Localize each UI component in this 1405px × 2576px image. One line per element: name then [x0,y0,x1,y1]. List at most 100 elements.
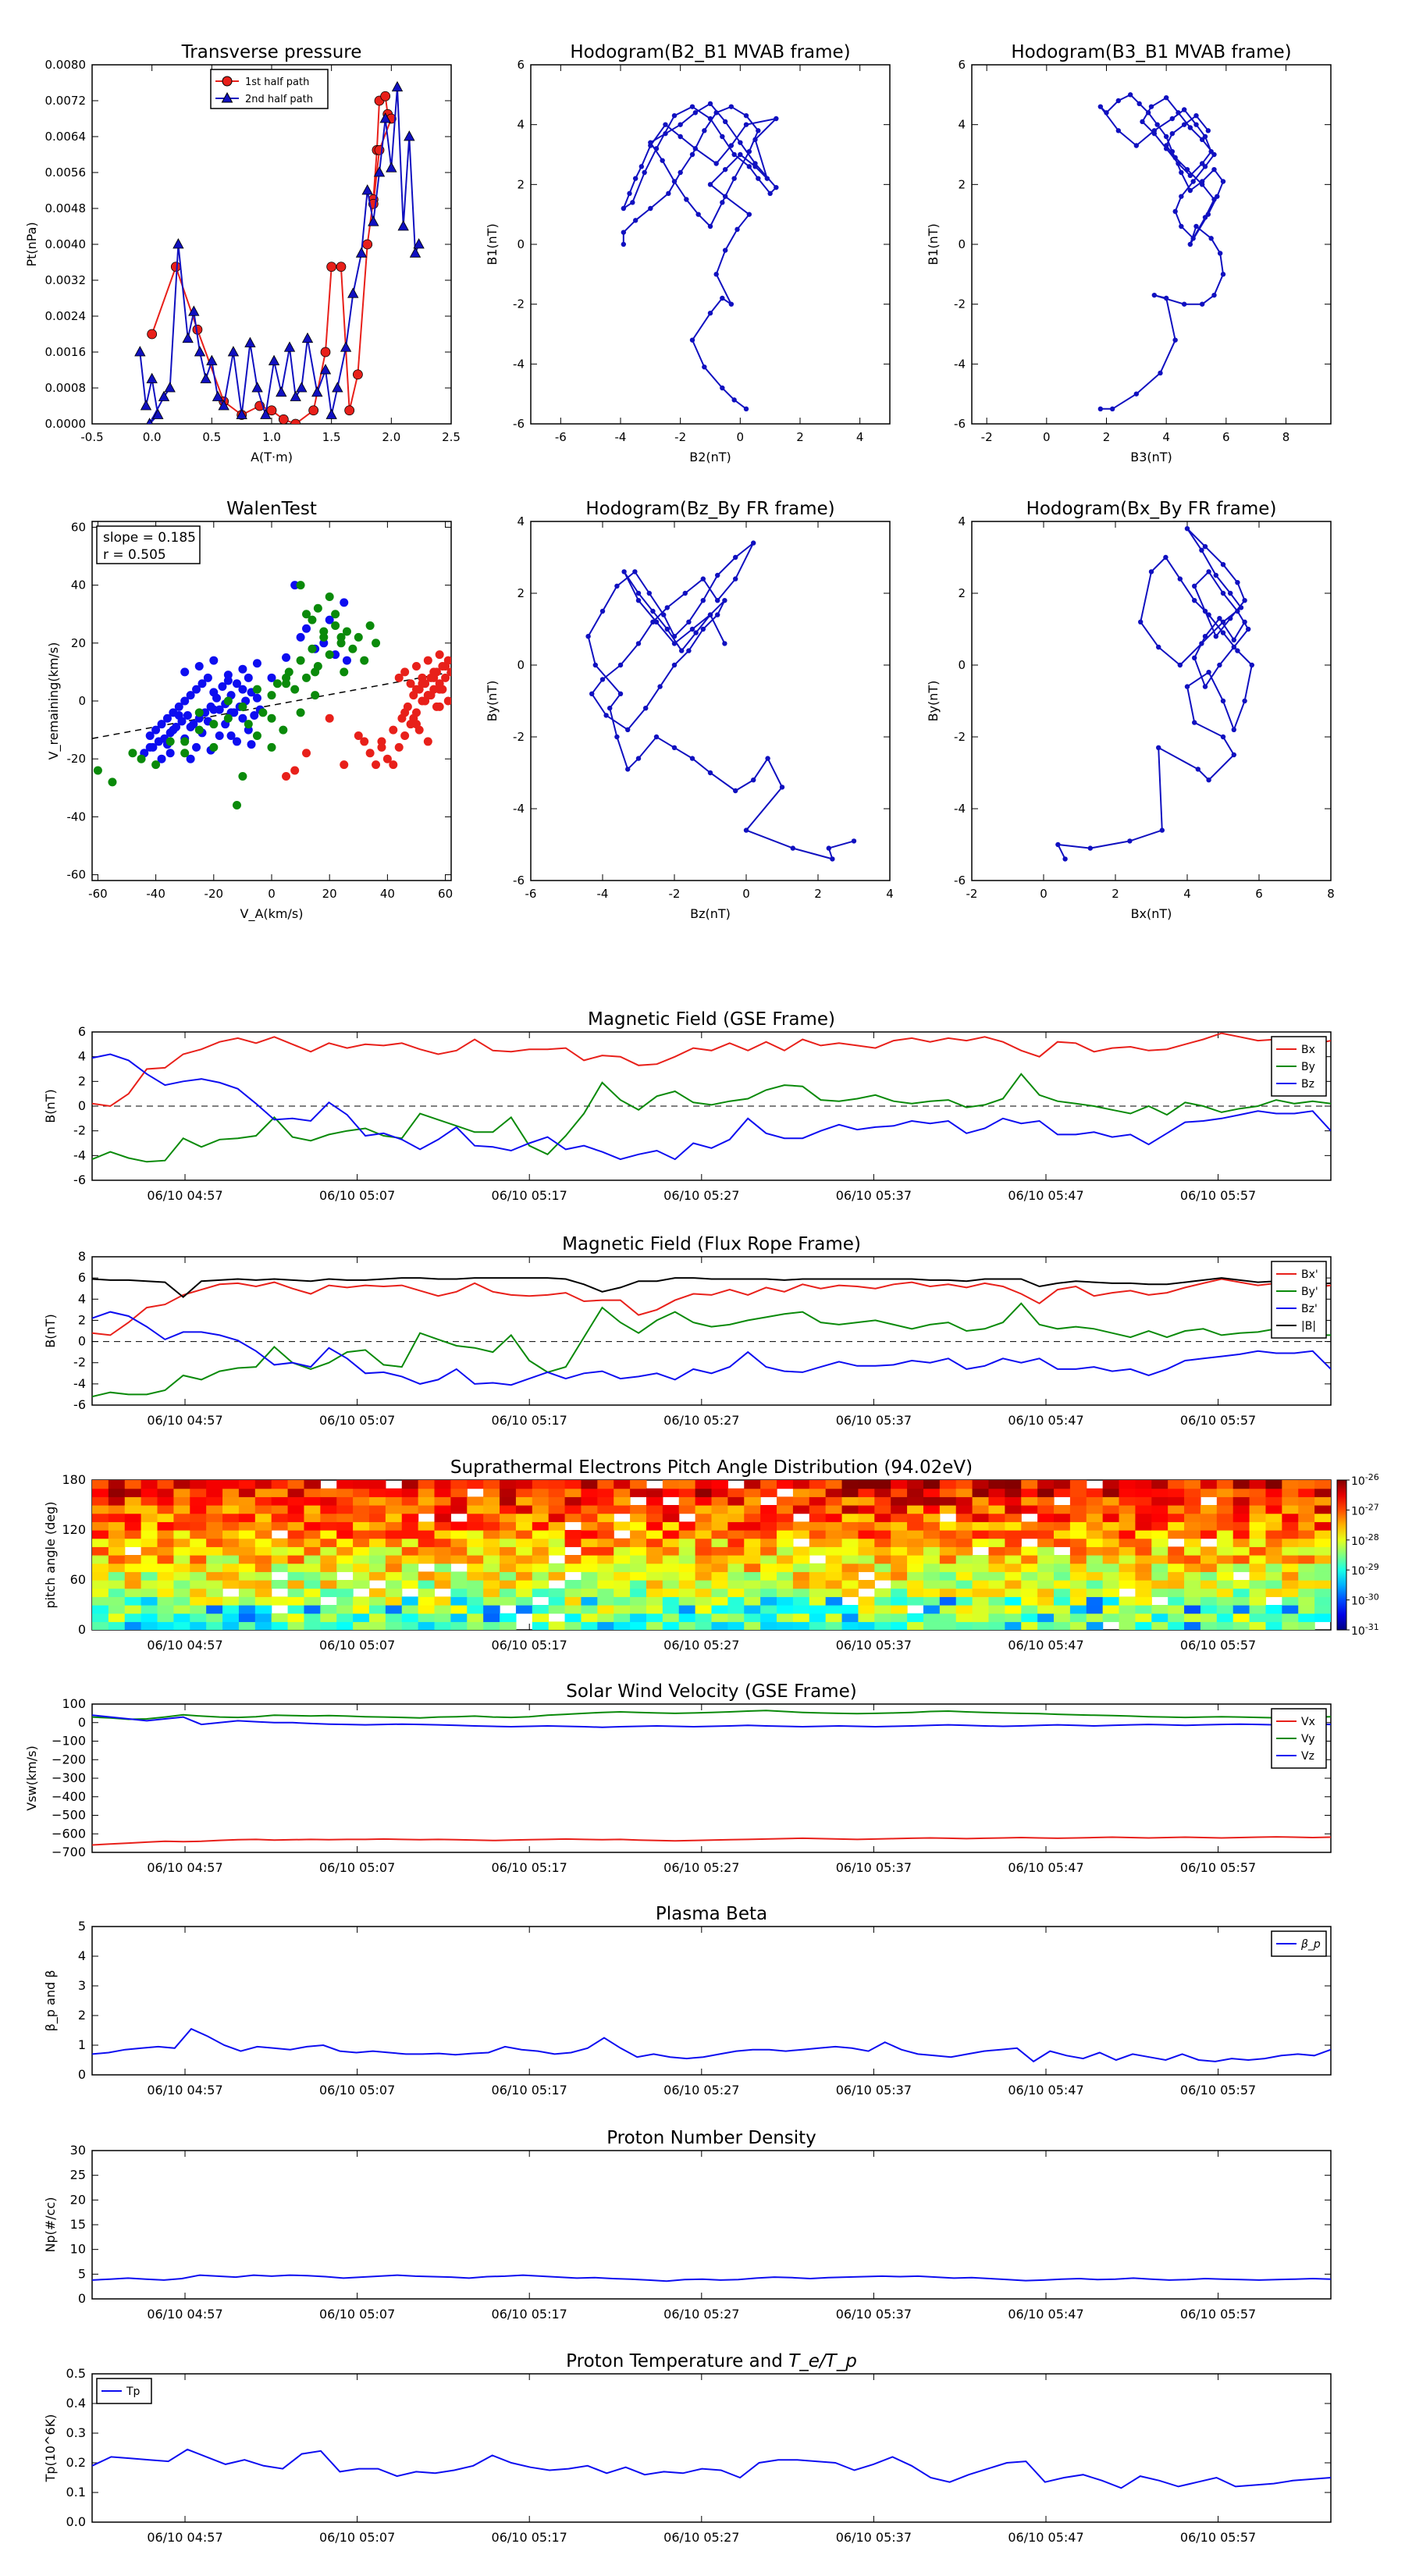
pad-cell [336,1530,354,1539]
pad-cell [581,1480,598,1489]
pad-cell [662,1521,680,1531]
pad-cell [336,1621,354,1630]
beta-xtick-label: 06/10 05:27 [663,2083,739,2097]
pad-cell [988,1505,1005,1514]
tp-point [404,130,415,141]
walen-point [429,673,439,682]
pad-cell [564,1605,582,1614]
pad-cell [646,1505,663,1514]
h2-point [1163,295,1169,301]
pad-cell [825,1530,843,1539]
h3-point [700,626,706,632]
pad-cell [1282,1563,1299,1572]
pad-cell [1216,1596,1234,1606]
pad-cell [891,1621,908,1630]
pad-cell [678,1605,696,1614]
pad-cell [1151,1580,1168,1589]
pad-cell [907,1505,924,1514]
pad-cell [1135,1580,1152,1589]
pad-cell [157,1513,175,1522]
pad-cell [418,1580,436,1589]
h3-point [751,540,756,546]
h2-point [1169,148,1176,155]
pad-cell [124,1621,142,1630]
pad-cell [222,1496,240,1506]
pad-cell [140,1613,158,1622]
pad-cell [907,1580,924,1589]
pad-cell [1249,1538,1267,1547]
walen-point [137,754,146,763]
h3-series-0-line [587,542,855,860]
beta-ylabel: β_p and β [43,1970,59,2032]
pad-cell [385,1580,403,1589]
h2-xlabel: B3(nT) [1130,450,1172,464]
pad-cell [809,1530,827,1539]
pad-cell [711,1571,728,1581]
tp-xtick-label: 2.5 [442,430,461,444]
pad-cell [1151,1588,1168,1597]
pad-cell [124,1605,142,1614]
pad-cell [483,1521,500,1531]
pad-cell [418,1588,436,1597]
pad-cell [304,1521,321,1531]
beta-ytick-label: 0 [78,2067,86,2082]
pad-cell [760,1563,777,1572]
h2-xtick-label: 6 [1222,430,1230,444]
pad-cell [874,1521,891,1531]
pad-cell [500,1621,517,1630]
pad-cell [744,1538,761,1547]
pad-cell [630,1530,647,1539]
pad-cell [157,1605,175,1614]
tp-point [380,91,391,101]
tpp-ytick-label: 0.1 [66,2485,86,2500]
h4-ytick-label: 0 [958,658,966,672]
pad-cell [1086,1596,1104,1606]
pad-cell [532,1538,550,1547]
pad-cell [1037,1538,1055,1547]
pad-cell [939,1605,957,1614]
h2-title: Hodogram(B3_B1 MVAB frame) [1011,42,1291,62]
h1-point [746,148,752,155]
pad-cell [744,1496,761,1506]
h3-ylabel: By(nT) [485,681,500,722]
pad-cell [955,1521,973,1531]
pad-cell [891,1605,908,1614]
pad-cell [287,1613,305,1622]
pad-cell [597,1571,614,1581]
pad-cell [1119,1505,1136,1514]
pad-cell [515,1588,533,1597]
pad-cell [1069,1605,1087,1614]
pad-cell [760,1588,777,1597]
h3-point [715,572,720,578]
pad-cell [711,1555,728,1564]
h2-point [1187,173,1193,179]
h3-point [635,598,642,603]
pad-cell [614,1621,631,1630]
pad-cell [662,1555,680,1564]
pad-cell [1005,1530,1022,1539]
pad-cell [874,1621,891,1630]
pad-cell [320,1488,337,1497]
bgse-xtick-label: 06/10 05:07 [319,1188,395,1203]
pad-cell [907,1571,924,1581]
pad-cell [434,1555,451,1564]
pad-cell [792,1480,810,1489]
walen-point [400,731,410,741]
pad-cell [483,1588,500,1597]
h2-point [1193,122,1199,127]
pad-cell [939,1496,957,1506]
pad-cell [1298,1521,1315,1531]
tpp-xtick-label: 06/10 05:27 [663,2530,739,2545]
pad-cell [92,1513,109,1522]
pad-cell [841,1521,859,1531]
bfr-ytick-label: 0 [78,1334,86,1349]
tp-point [320,347,331,358]
pad-cell [467,1496,484,1506]
bgse-xtick-label: 06/10 04:57 [147,1188,222,1203]
pad-cell [124,1480,142,1489]
pad-cell [907,1621,924,1630]
pad-cell [891,1513,908,1522]
walen-point [209,742,219,752]
tp-point [218,400,229,411]
pad-cell [1265,1530,1282,1539]
